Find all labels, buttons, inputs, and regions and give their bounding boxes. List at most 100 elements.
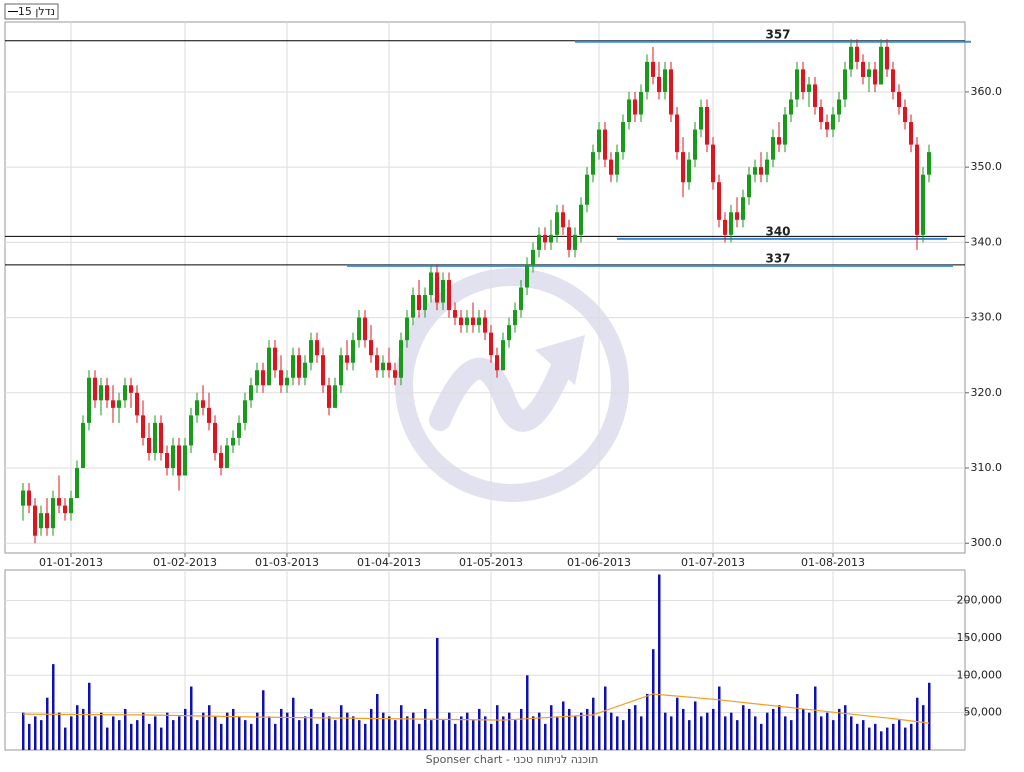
volume-bar — [412, 712, 415, 750]
volume-bar — [58, 712, 61, 750]
candle-body — [915, 144, 919, 235]
volume-bar — [430, 720, 433, 750]
volume-bar — [658, 574, 661, 750]
volume-bar — [736, 720, 739, 750]
candle-body — [381, 362, 385, 371]
candle-body — [585, 174, 589, 205]
candle-body — [813, 84, 817, 107]
legend-box — [4, 3, 59, 20]
x-tick-label: 01-06-2013 — [567, 556, 631, 569]
volume-bar — [250, 723, 253, 750]
candle-body — [63, 505, 67, 514]
candle-body — [741, 197, 745, 220]
candle-body — [879, 46, 883, 85]
volume-bar — [862, 720, 865, 750]
candle-body — [339, 355, 343, 386]
volume-bar — [586, 708, 589, 750]
volume-bar — [130, 723, 133, 750]
candle-body — [531, 249, 535, 265]
candle-body — [855, 46, 859, 62]
volume-bar — [562, 701, 565, 750]
candle-body — [321, 355, 325, 386]
footer: Sponser chart - תוכנה לניתוח טכני — [426, 753, 599, 766]
candle-body — [591, 152, 595, 175]
candle-body — [219, 452, 223, 469]
candle-body — [225, 445, 229, 469]
candle-body — [921, 174, 925, 235]
candle-body — [507, 325, 511, 341]
volume-bar — [568, 708, 571, 750]
candle-body — [675, 114, 679, 153]
candle-body — [549, 234, 553, 243]
volume-bar — [718, 686, 721, 750]
candle-body — [837, 99, 841, 115]
y-tick-label: 100,000 — [957, 668, 1003, 681]
volume-bar — [838, 708, 841, 750]
volume-bar — [682, 708, 685, 750]
volume-bar — [94, 716, 97, 750]
volume-bar — [868, 727, 871, 750]
candle-body — [363, 317, 367, 341]
candle-body — [351, 340, 355, 363]
volume-bar — [772, 708, 775, 750]
volume-bar — [364, 723, 367, 750]
candle-body — [831, 114, 835, 130]
volume-bar — [592, 697, 595, 750]
volume-bar — [874, 723, 877, 750]
level-label: 340 — [765, 224, 790, 238]
candle-body — [717, 182, 721, 220]
volume-bar — [388, 716, 391, 750]
volume-bar — [202, 712, 205, 750]
candle-body — [117, 400, 121, 408]
candle-body — [639, 91, 643, 115]
volume-bar — [172, 720, 175, 750]
candle-body — [861, 61, 865, 77]
candle-body — [705, 106, 709, 145]
candle-body — [621, 122, 625, 153]
x-tick-label: 01-08-2013 — [801, 556, 865, 569]
candle-body — [657, 76, 661, 92]
volume-bar — [220, 723, 223, 750]
volume-bar — [700, 716, 703, 750]
candle-body — [777, 137, 781, 145]
volume-bar — [556, 716, 559, 750]
volume-bar — [40, 720, 43, 750]
volume-bar — [832, 720, 835, 750]
watermark-arrowhead — [535, 335, 585, 385]
volume-bar — [466, 712, 469, 750]
volume-bar — [550, 705, 553, 750]
candle-body — [357, 317, 361, 341]
candle-body — [423, 295, 427, 311]
volume-bar — [520, 708, 523, 750]
candle-body — [369, 340, 373, 356]
candle-body — [345, 355, 349, 363]
volume-bar — [706, 712, 709, 750]
volume-bar — [286, 712, 289, 750]
volume-bar — [196, 720, 199, 750]
candle-body — [753, 167, 757, 175]
candle-body — [579, 204, 583, 235]
candle-body — [459, 317, 463, 326]
volume-bar — [106, 727, 109, 750]
volume-bar — [28, 723, 31, 750]
candle-body — [165, 452, 169, 469]
volume-bar — [628, 708, 631, 750]
candle-body — [609, 159, 613, 175]
volume-bar — [544, 723, 547, 750]
volume-bar — [376, 693, 379, 750]
candle-body — [819, 106, 823, 123]
level-label: 337 — [765, 251, 790, 265]
volume-bar — [928, 682, 931, 750]
volume-bar — [790, 720, 793, 750]
volume-bar — [640, 716, 643, 750]
volume-bar — [742, 705, 745, 750]
candle-body — [789, 99, 793, 115]
volume-bar — [124, 708, 127, 750]
volume-bar — [484, 716, 487, 750]
candle-body — [141, 415, 145, 438]
volume-bar — [766, 712, 769, 750]
candle-body — [195, 400, 199, 416]
candle-body — [771, 137, 775, 160]
volume-bar — [382, 712, 385, 750]
